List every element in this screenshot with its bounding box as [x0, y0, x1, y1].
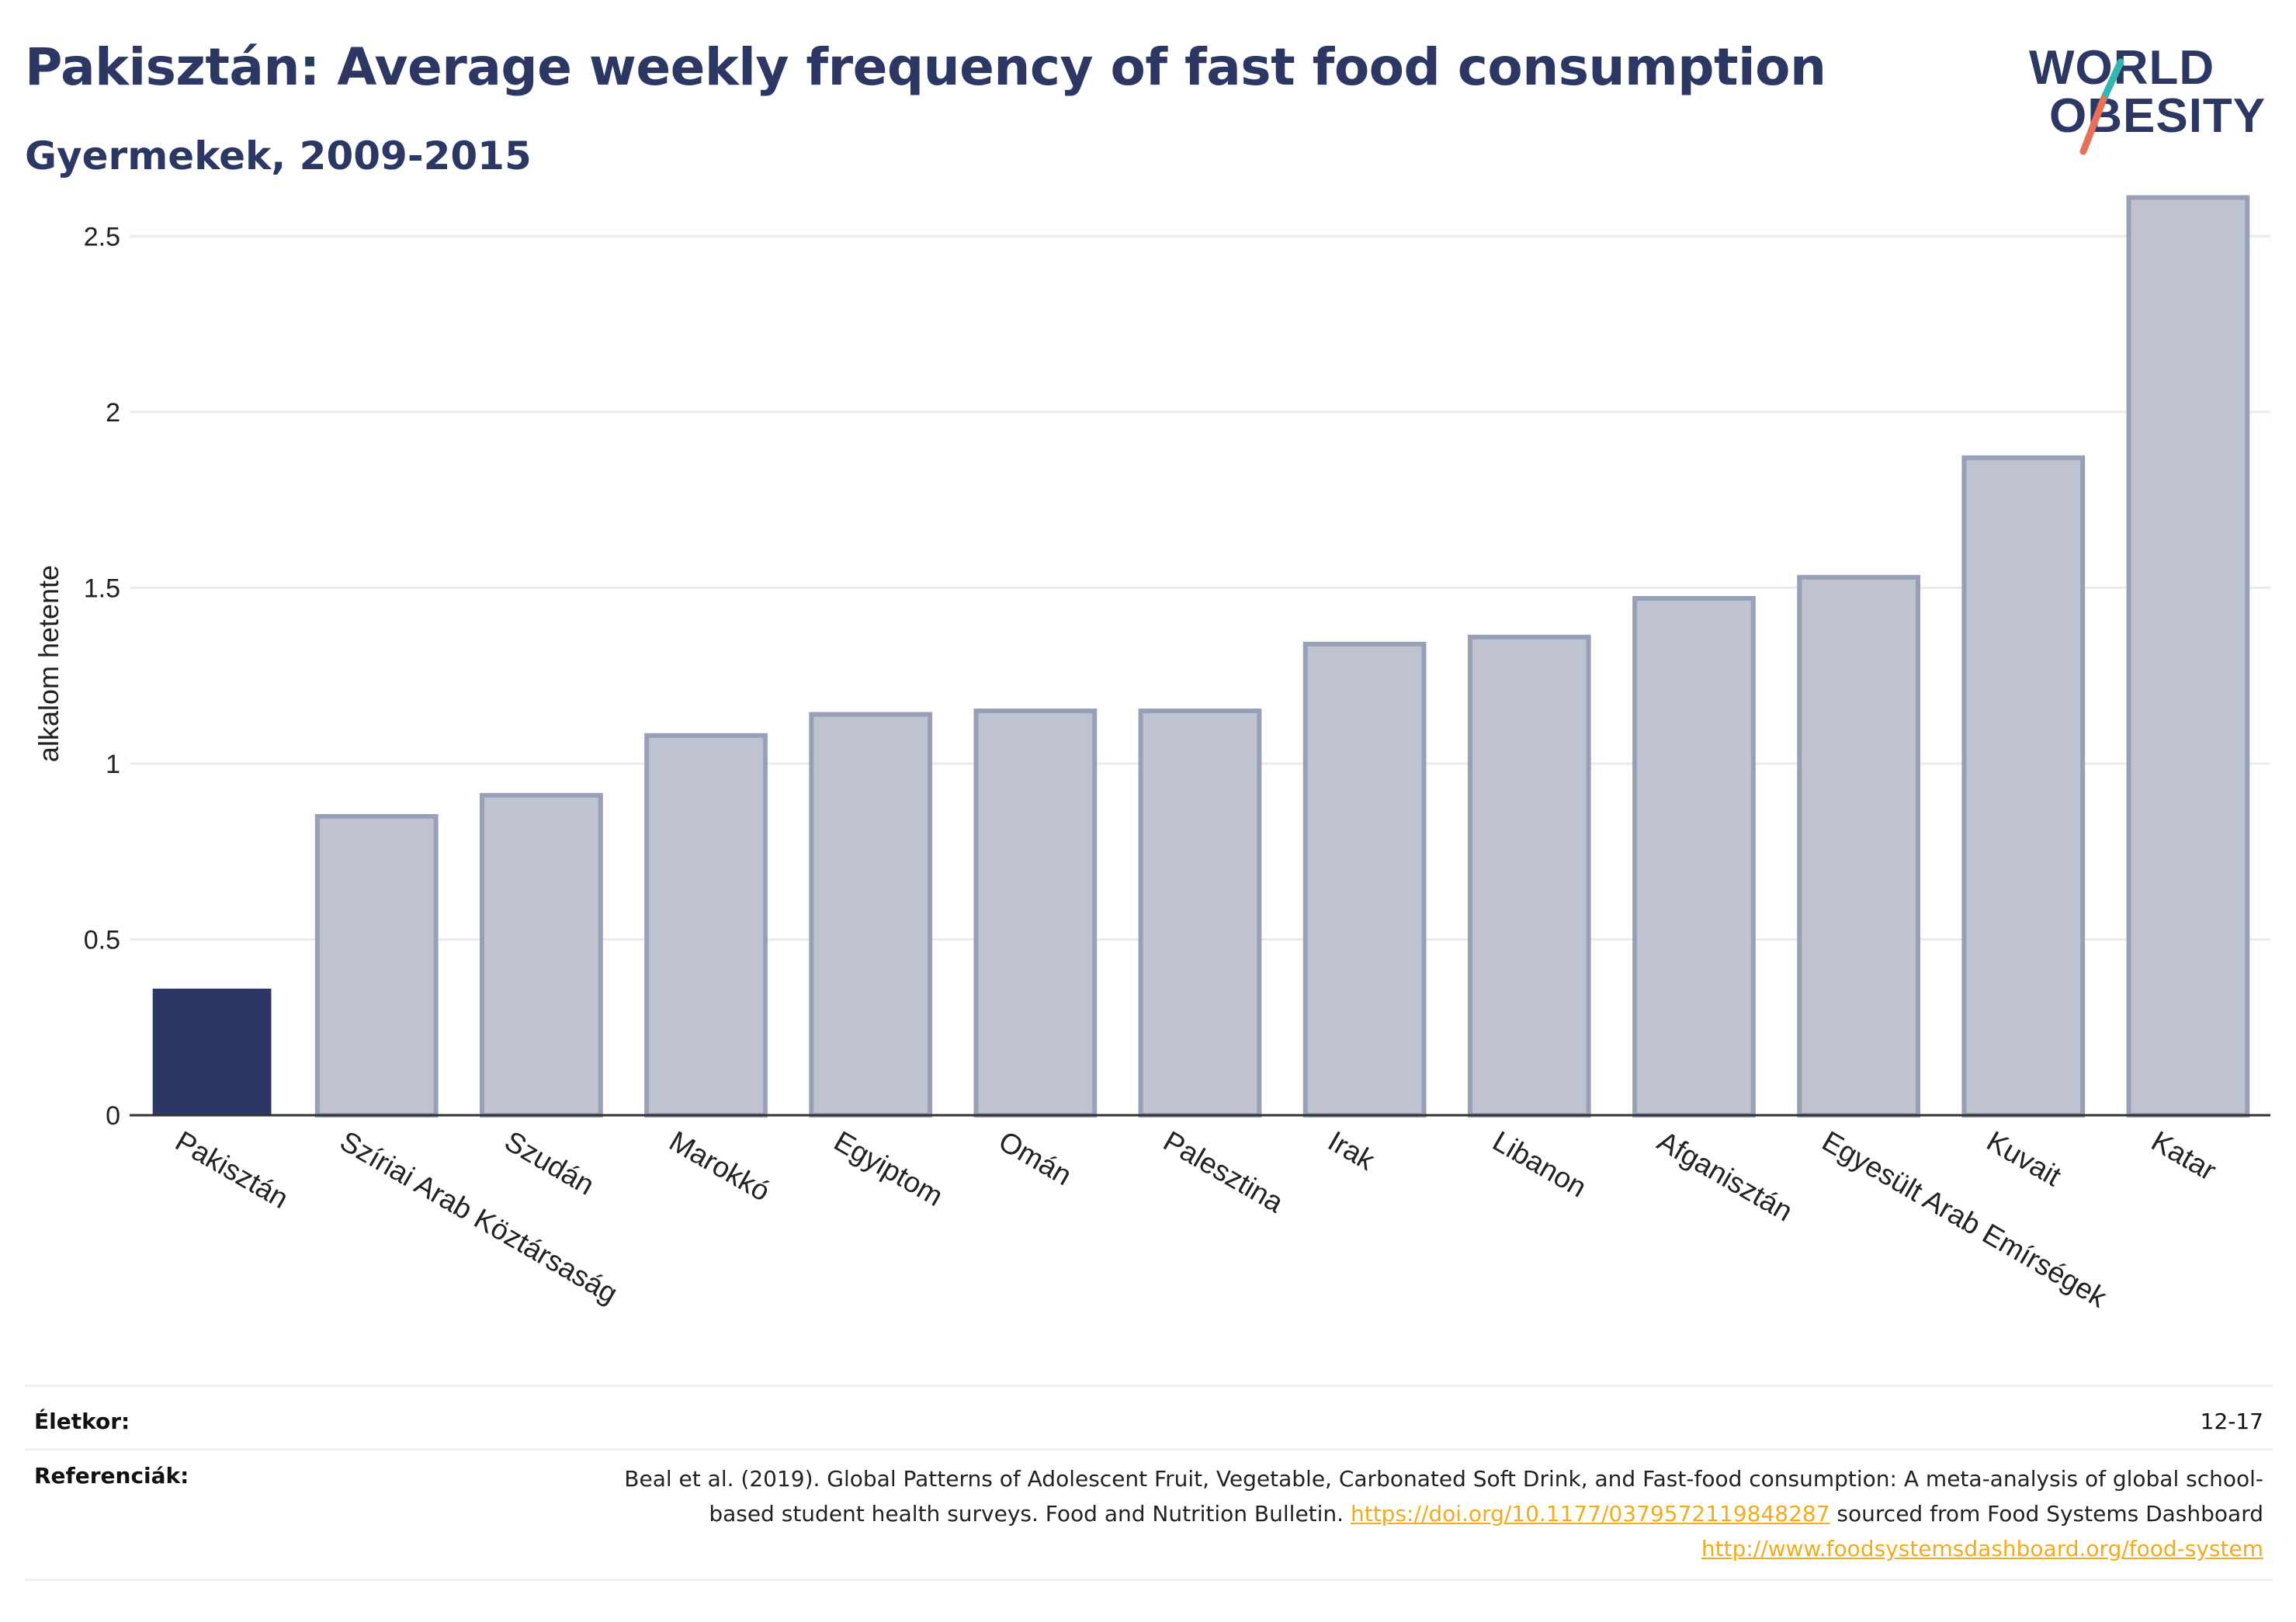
y-tick-label: 1	[106, 750, 120, 779]
x-tick-label: Libanon	[1487, 1125, 1592, 1203]
bar	[314, 813, 439, 1118]
bar-chart: 0 0.5 1 1.5 2 2.5 Pakisztán Szíriai Arab Köztár…	[33, 195, 2270, 1314]
x-tick-label: Pakisztán	[170, 1125, 293, 1215]
x-tick-label: Szudán	[499, 1125, 599, 1201]
y-tick-label: 2.5	[84, 222, 120, 251]
x-tick-label: Katar	[2146, 1125, 2221, 1187]
bar	[1961, 455, 2086, 1118]
footer-divider-middle	[25, 1448, 2273, 1450]
bar	[1138, 708, 1262, 1118]
food-systems-dashboard-link[interactable]: http://www.foodsystemsdashboard.org/food…	[1701, 1536, 2263, 1561]
y-tick-label: 1.5	[84, 574, 120, 603]
x-tick-label: Marokkó	[664, 1125, 775, 1207]
bar	[480, 792, 603, 1118]
x-tick-label: Omán	[994, 1125, 1077, 1191]
bar	[809, 712, 933, 1118]
bar	[1302, 641, 1427, 1118]
references-text-part-2: sourced from Food Systems Dashboard	[1830, 1501, 2263, 1527]
y-tick-label: 0	[106, 1101, 120, 1131]
bar	[1467, 634, 1591, 1118]
x-tick-label: Palesztina	[1158, 1125, 1289, 1218]
logo-line-2: OBESITY	[2049, 89, 2266, 143]
bar	[2126, 195, 2250, 1118]
chart-title: Pakisztán: Average weekly frequency of f…	[25, 37, 1826, 97]
x-tick-label: Kuvait	[1982, 1125, 2067, 1192]
bar	[152, 988, 272, 1115]
y-tick-label: 0.5	[84, 925, 120, 955]
y-axis-label: alkalom hetente	[33, 565, 64, 762]
bar	[973, 708, 1098, 1118]
references-label: Referenciák:	[34, 1463, 189, 1489]
y-tick-label: 2	[106, 398, 120, 428]
bar	[644, 733, 768, 1118]
references-text-part-1: Beal et al. (2019). Global Patterns of A…	[624, 1466, 2263, 1527]
references-text: Beal et al. (2019). Global Patterns of A…	[595, 1461, 2263, 1566]
age-value: 12-17	[2200, 1409, 2263, 1434]
footer-divider-bottom	[25, 1579, 2273, 1581]
age-label: Életkor:	[34, 1409, 130, 1434]
x-tick-label: Egyesült Arab Emírségek	[1817, 1125, 2113, 1313]
doi-link[interactable]: https://doi.org/10.1177/0379572119848287	[1350, 1501, 1830, 1527]
x-tick-label: Egyiptom	[829, 1125, 949, 1212]
bar	[1797, 574, 1920, 1118]
logo-slash-teal	[2100, 58, 2124, 103]
bar	[1632, 596, 1756, 1118]
world-obesity-logo[interactable]: WORLD OBESITY	[2018, 39, 2282, 163]
x-tick-label: Afganisztán	[1652, 1125, 1798, 1227]
x-tick-label: Szíriai Arab Köztársaság	[335, 1125, 623, 1309]
logo-slash-red	[2079, 95, 2107, 155]
chart-subtitle: Gyermekek, 2009-2015	[25, 133, 532, 178]
x-tick-label: Irak	[1323, 1125, 1380, 1177]
footer-divider-top	[25, 1385, 2273, 1387]
